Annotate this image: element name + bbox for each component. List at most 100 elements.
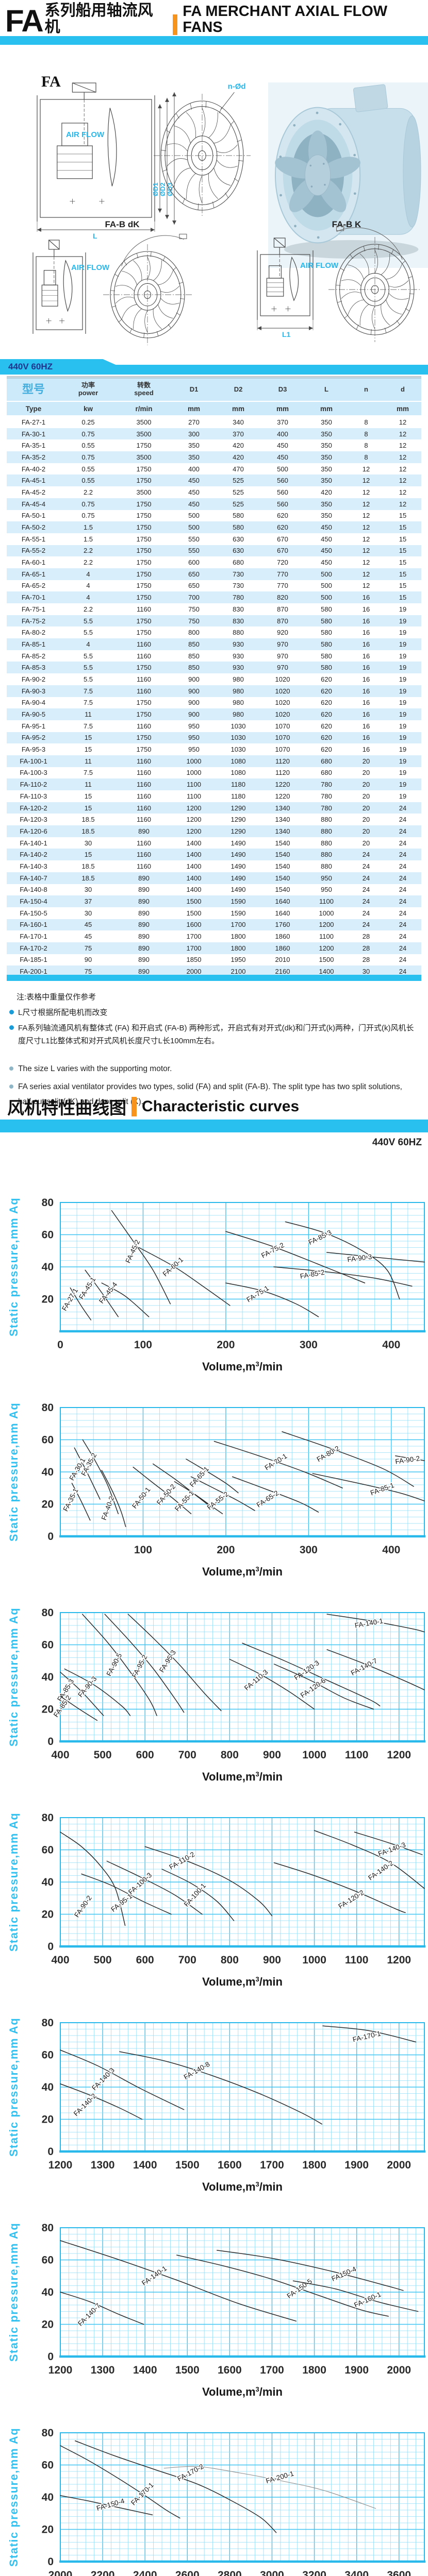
fan-curve xyxy=(60,2083,143,2120)
table-cell: 2100 xyxy=(231,968,246,976)
table-cell: 900 xyxy=(188,710,200,719)
table-cell: 19 xyxy=(399,757,407,765)
table-cell: 20 xyxy=(362,781,370,789)
x-axis-label: Volume,m3/min xyxy=(202,2180,283,2193)
table-cell: 1750 xyxy=(136,465,152,473)
fan-curve xyxy=(312,1473,425,1501)
table-cell: 7.5 xyxy=(83,687,93,695)
fan-curve xyxy=(322,2025,417,2043)
table-cell: 75 xyxy=(84,968,92,976)
table-cell: FA-55-1 xyxy=(21,535,46,543)
table-cell: 1860 xyxy=(275,933,290,941)
table-cell: 16 xyxy=(362,710,370,719)
fan-curve xyxy=(326,1649,425,1690)
col-unit: mm xyxy=(172,401,216,416)
table-row: FA-45-4 0.75 1750 450 525 560 350 12 12 xyxy=(7,498,421,510)
table-cell: FA-185-1 xyxy=(20,956,47,964)
table-cell: 400 xyxy=(188,465,200,473)
table-cell: 450 xyxy=(321,547,332,555)
table-cell: 0.75 xyxy=(81,430,95,438)
table-cell: 550 xyxy=(188,535,200,543)
table-cell: 30 xyxy=(84,886,92,894)
fan-curve xyxy=(395,1455,425,1461)
caption-fa-b-dk: FA-B dK xyxy=(105,219,140,229)
fan-curve xyxy=(74,1447,101,1500)
svg-text:80: 80 xyxy=(42,1607,54,1619)
front-view-drawing xyxy=(103,233,192,345)
curve-label: FA-90-2 xyxy=(73,1894,93,1919)
table-cell: 16 xyxy=(362,734,370,742)
table-cell: 1160 xyxy=(137,839,151,847)
chart-block-2: FA-35-1 FA-30-1 FA-35-2 FA-40-2 FA-50-1 FA-50… xyxy=(0,1394,428,1599)
table-row: FA-50-1 0.75 1750 500 580 620 350 12 15 xyxy=(7,510,421,522)
table-cell: 24 xyxy=(399,909,407,917)
table-cell: 850 xyxy=(188,664,200,672)
svg-text:80: 80 xyxy=(42,2017,54,2029)
svg-text:0: 0 xyxy=(47,1531,54,1543)
table-cell: 12 xyxy=(399,477,407,485)
table-cell: 1160 xyxy=(137,781,151,789)
table-cell: 1340 xyxy=(275,816,290,824)
svg-text:2000: 2000 xyxy=(387,2364,411,2376)
table-cell: 500 xyxy=(277,465,288,473)
table-row: FA-90-3 7.5 1160 900 980 1020 620 16 19 xyxy=(7,685,421,697)
table-cell: 1400 xyxy=(186,839,202,847)
table-cell: 1800 xyxy=(231,933,246,941)
table-cell: 12 xyxy=(362,465,370,473)
fan-curve xyxy=(119,2051,323,2125)
table-cell: 1160 xyxy=(137,687,151,695)
table-cell: FA-85-2 xyxy=(21,652,46,660)
table-cell: 350 xyxy=(321,500,332,508)
table-cell: 19 xyxy=(399,664,407,672)
table-cell: 19 xyxy=(399,722,407,730)
table-cell: 750 xyxy=(188,605,200,613)
grid xyxy=(60,2227,425,2357)
y-axis-label: Static pressure,mm Aq xyxy=(7,1812,20,1952)
table-cell: 1100 xyxy=(187,781,201,789)
table-cell: 24 xyxy=(362,921,370,929)
svg-text:200: 200 xyxy=(217,1544,235,1556)
y-axis-label: Static pressure,mm Aq xyxy=(7,1197,20,1336)
x-axis-label: Volume,m3/min xyxy=(202,1975,283,1988)
table-cell: 15 xyxy=(84,804,92,812)
table-cell: 1500 xyxy=(186,897,202,906)
fan-curve xyxy=(144,1846,273,1917)
table-cell: 1750 xyxy=(136,617,152,625)
svg-text:3200: 3200 xyxy=(302,2569,326,2576)
table-cell: 580 xyxy=(321,664,332,672)
table-cell: 16 xyxy=(362,722,370,730)
orange-divider-bar xyxy=(131,1097,137,1116)
table-cell: 1030 xyxy=(231,734,246,742)
curve-label: FA-140-7 xyxy=(76,2302,102,2328)
curves-title-en: Characteristic curves xyxy=(142,1098,300,1115)
table-cell: 19 xyxy=(399,652,407,660)
table-cell: 4 xyxy=(86,582,90,590)
svg-text:40: 40 xyxy=(42,1876,54,1888)
table-cell: 890 xyxy=(138,886,150,894)
table-cell: 730 xyxy=(233,570,244,578)
svg-text:100: 100 xyxy=(134,1339,152,1351)
svg-text:1200: 1200 xyxy=(48,2159,73,2171)
fan-curve xyxy=(186,1459,239,1494)
table-cell: 18.5 xyxy=(81,816,95,824)
table-cell: FA-85-1 xyxy=(21,640,46,648)
air-flow-label: AIR FLOW xyxy=(300,261,339,270)
table-cell: 15 xyxy=(399,547,407,555)
svg-text:400: 400 xyxy=(51,1954,69,1966)
table-cell: 19 xyxy=(399,687,407,695)
table-cell: 16 xyxy=(362,699,370,707)
table-cell: 620 xyxy=(321,710,332,719)
chart-block-3: FA-85-3 FA-85-2 FA-90-3 FA-90-5 FA-95-2 FA-95… xyxy=(0,1599,428,1804)
curves-title-cn: 风机特性曲线图 xyxy=(7,1098,126,1117)
table-cell: 1400 xyxy=(319,968,334,976)
grid xyxy=(60,1407,425,1537)
table-cell: 890 xyxy=(138,921,150,929)
table-cell: 620 xyxy=(277,523,288,532)
table-row: FA-35-2 0.75 3500 350 420 450 350 8 12 xyxy=(7,451,421,463)
table-row: FA-45-2 2.2 3500 450 525 560 420 12 12 xyxy=(7,486,421,498)
table-cell: 1750 xyxy=(136,512,152,520)
table-cell: 620 xyxy=(321,699,332,707)
table-cell: 1160 xyxy=(137,605,151,613)
table-cell: 890 xyxy=(138,909,150,917)
axis-ticks: 1200 1300 1400 1500 1600 1700 1800 1900 2000 0 20 4… xyxy=(42,2017,411,2171)
